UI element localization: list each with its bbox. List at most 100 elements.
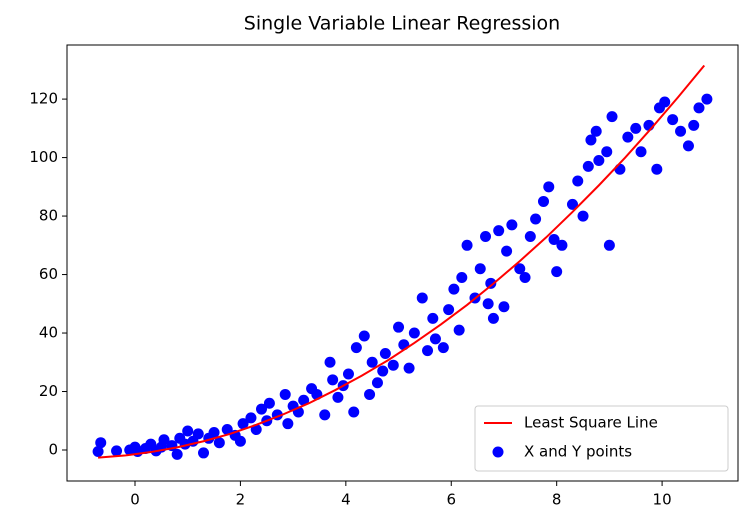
data-point: [493, 225, 505, 237]
data-point: [319, 409, 331, 421]
data-point: [348, 406, 360, 418]
y-tick-label: 80: [39, 207, 58, 225]
data-point: [693, 102, 705, 114]
data-point: [651, 163, 663, 175]
data-point: [398, 339, 410, 351]
data-point: [577, 210, 589, 222]
x-tick-label: 6: [446, 491, 456, 509]
data-point: [480, 231, 492, 243]
data-point: [387, 359, 399, 371]
data-point: [182, 425, 194, 437]
data-point: [263, 397, 275, 409]
data-point: [622, 131, 634, 143]
data-point: [603, 239, 615, 251]
data-point: [256, 403, 268, 415]
chart-title: Single Variable Linear Regression: [244, 13, 560, 35]
data-point: [582, 160, 594, 172]
data-point: [208, 426, 220, 438]
data-point: [427, 312, 439, 324]
data-point: [221, 424, 233, 436]
data-point: [614, 163, 626, 175]
data-point: [556, 239, 568, 251]
legend-marker: [492, 446, 504, 458]
data-point: [635, 146, 647, 158]
data-point: [366, 356, 378, 368]
data-point: [393, 321, 405, 333]
data-point: [590, 125, 602, 137]
data-point: [498, 301, 510, 313]
data-point: [282, 418, 294, 430]
data-point: [332, 391, 344, 403]
data-point: [456, 271, 468, 283]
x-tick-label: 0: [130, 491, 140, 509]
data-point: [437, 342, 449, 354]
plot-frame: [66, 44, 739, 482]
data-point: [198, 447, 210, 459]
legend-label: X and Y points: [524, 443, 632, 461]
x-tick-label: 8: [552, 491, 562, 509]
data-point: [92, 445, 104, 457]
data-point: [453, 324, 465, 336]
data-point: [416, 292, 428, 304]
x-tick-label: 2: [236, 491, 246, 509]
data-point: [566, 198, 578, 210]
data-point: [659, 96, 671, 108]
data-point: [601, 146, 613, 158]
data-point: [487, 312, 499, 324]
data-point: [548, 233, 560, 245]
data-point: [448, 283, 460, 295]
y-tick-label: 60: [39, 265, 58, 283]
legend-box: [474, 405, 729, 472]
y-tick-label: 40: [39, 324, 58, 342]
data-point: [461, 239, 473, 251]
data-point: [371, 377, 383, 389]
data-point: [524, 231, 536, 243]
data-point: [324, 356, 336, 368]
data-point: [422, 345, 434, 357]
data-point: [364, 388, 376, 400]
data-point: [688, 119, 700, 131]
data-point: [158, 434, 170, 446]
data-point: [234, 435, 246, 447]
data-point: [537, 195, 549, 207]
data-point: [585, 134, 597, 146]
data-point: [506, 219, 518, 231]
data-point: [245, 412, 257, 424]
data-point: [298, 394, 310, 406]
data-point: [675, 125, 687, 137]
y-tick-label: 120: [29, 90, 58, 108]
data-point: [342, 368, 354, 380]
data-point: [377, 365, 389, 377]
data-point: [667, 114, 679, 126]
y-tick-label: 100: [29, 148, 58, 166]
data-point: [551, 266, 563, 278]
data-point: [543, 181, 555, 193]
data-point: [429, 333, 441, 345]
data-point: [95, 437, 107, 449]
data-point: [482, 298, 494, 310]
data-point: [501, 245, 513, 257]
data-point: [171, 448, 183, 460]
data-point: [682, 140, 694, 152]
data-point: [408, 327, 420, 339]
y-tick-label: 20: [39, 382, 58, 400]
data-point: [279, 388, 291, 400]
y-tick-label: 0: [48, 441, 58, 459]
data-point: [192, 428, 204, 440]
data-point: [379, 348, 391, 360]
legend-label: Least Square Line: [524, 414, 658, 432]
regression-line: [98, 64, 706, 459]
data-point: [403, 362, 415, 374]
data-point: [111, 445, 123, 457]
data-point: [213, 437, 225, 449]
data-point: [350, 342, 362, 354]
data-point: [572, 175, 584, 187]
data-point: [606, 111, 618, 123]
x-tick-label: 10: [653, 491, 672, 509]
data-point: [474, 263, 486, 275]
data-point: [701, 93, 713, 105]
data-point: [630, 122, 642, 134]
data-point: [443, 304, 455, 316]
data-point: [514, 263, 526, 275]
